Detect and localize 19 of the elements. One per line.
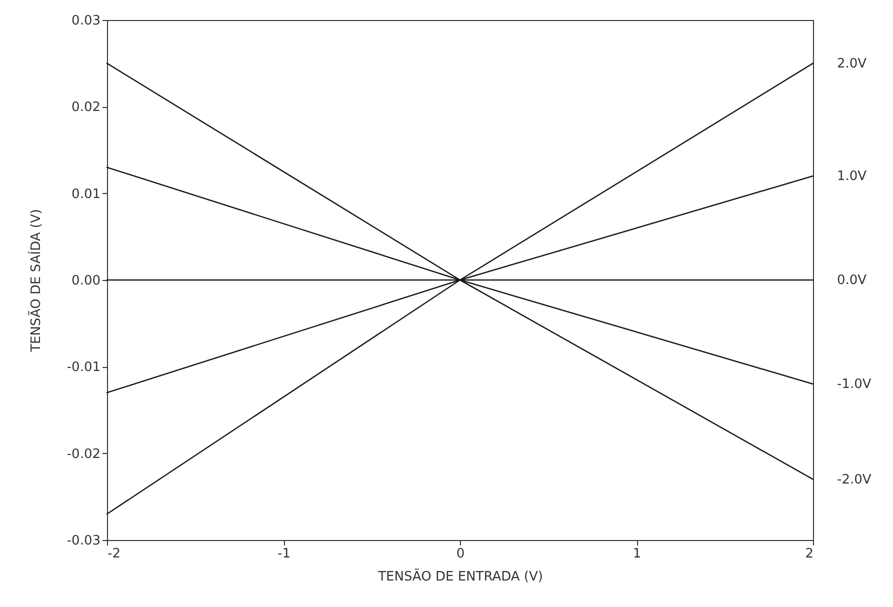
y-axis-title: TENSÃO DE SAÍDA (V) xyxy=(26,209,44,353)
x-tick-label: 2 xyxy=(805,546,814,562)
series-label: 0.0V xyxy=(837,273,867,288)
x-tick-label: -1 xyxy=(278,546,290,562)
y-tick-label: 0.01 xyxy=(72,186,100,202)
y-tick-label: 0.03 xyxy=(72,14,100,28)
y-tick-label: 0.00 xyxy=(72,274,100,288)
x-tick-label: 1 xyxy=(632,546,642,562)
x-tick-label: 0 xyxy=(456,546,465,562)
series-label: -1.0V xyxy=(837,377,872,392)
y-tick-label: 0.02 xyxy=(72,100,100,116)
series-label: 1.0V xyxy=(837,169,867,184)
x-tick-label: -2 xyxy=(108,546,120,562)
y-tick-label: -0.01 xyxy=(66,360,100,376)
series-label: 2.0V xyxy=(837,56,867,72)
y-tick-label: -0.02 xyxy=(66,446,100,462)
x-axis-title: TENSÃO DE ENTRADA (V) xyxy=(377,568,543,584)
series-label: -2.0V xyxy=(837,472,872,488)
y-tick-label: -0.03 xyxy=(66,534,100,548)
